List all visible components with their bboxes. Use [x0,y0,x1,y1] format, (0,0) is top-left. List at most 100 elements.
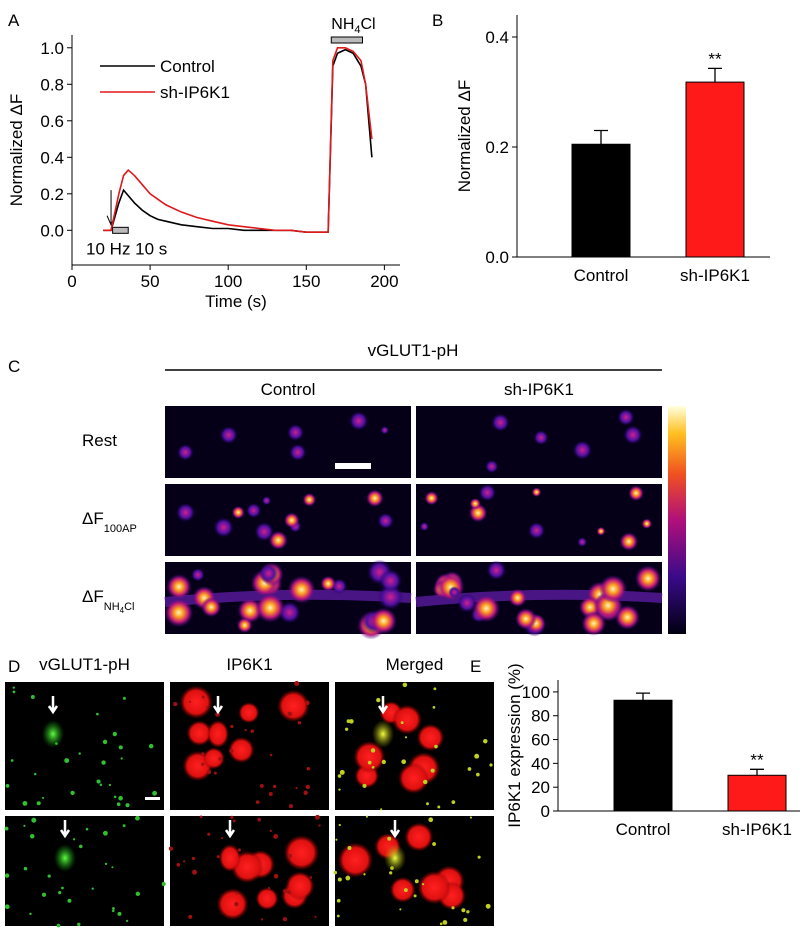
cell [238,702,260,724]
puncta [439,922,443,926]
punctum [166,573,192,600]
data-line [103,48,373,233]
punctum [289,443,307,461]
puncta [229,748,234,754]
puncta [112,731,118,737]
row-label-main: ΔF [82,509,104,528]
y-tick-label: 40 [531,754,550,773]
y-tick-label: 0.2 [40,185,64,204]
puncta [422,779,428,785]
puncta [126,919,129,923]
x-tick-label: Control [574,266,629,285]
puncta [333,870,338,875]
y-tick-label: 0.0 [40,221,64,240]
cell [337,842,374,878]
punctum [302,492,317,507]
cell [398,762,430,794]
x-tick-label: 150 [292,272,320,291]
puncta [474,753,480,759]
puncta [96,779,101,784]
puncta [10,759,14,762]
puncta [432,842,437,846]
puncta [476,772,480,777]
transfected-cell [384,844,406,872]
puncta [339,769,345,775]
puncta [73,838,76,841]
row-label: ΔF100AP [82,509,137,535]
puncta [250,729,255,733]
puncta [347,846,352,851]
column-label: IP6K1 [226,655,272,674]
x-tick-label: Control [616,820,671,839]
row-label-sub: Cl [124,601,134,613]
puncta [273,873,279,879]
punctum [283,512,300,529]
cell [179,685,213,719]
puncta [183,860,186,863]
punctum [572,440,592,460]
puncta [191,856,196,861]
puncta [314,915,317,918]
puncta [259,783,264,788]
micrograph [335,682,494,811]
puncta [91,887,94,890]
column-label: Control [261,380,316,399]
punctum [641,518,652,529]
punctum [164,598,194,628]
puncta [117,911,122,916]
punctum [478,484,496,502]
puncta [403,888,408,893]
error-bar [636,692,650,701]
punctum [469,498,481,510]
puncta [29,912,32,916]
y-tick-label: 0.0 [485,248,509,267]
puncta [432,705,436,709]
cell [228,736,255,764]
puncta [283,889,288,894]
puncta [41,796,45,799]
punctum [628,485,644,501]
puncta [371,765,375,769]
y-tick-label: 0.6 [40,112,64,131]
row-label-sub: NH [104,601,120,613]
data-line [103,46,373,233]
puncta [79,844,83,849]
puncta [235,891,239,895]
puncta [188,700,192,703]
puncta [268,791,273,796]
puncta [56,923,61,928]
puncta [4,826,9,831]
puncta [451,906,455,910]
puncta [111,866,114,869]
puncta [135,891,141,897]
stimulus-bar [112,226,129,234]
row-label-sub: 4 [120,606,125,615]
puncta [176,862,181,867]
puncta [345,875,351,881]
puncta [489,763,493,767]
significance: ** [750,750,764,769]
puncta [305,700,310,706]
transfected-cell [42,720,64,748]
treatment-bar [330,36,364,44]
puncta [205,705,208,709]
puncta [421,883,425,886]
x-tick-label: 200 [370,272,398,291]
punctum [349,411,369,431]
puncta [30,695,35,699]
puncta [294,680,300,686]
punctum [419,522,429,531]
puncta [34,772,37,776]
puncta [430,768,435,773]
puncta [362,783,367,788]
punctum [448,586,461,599]
arrow [212,696,224,715]
puncta [434,744,438,749]
puncta [173,701,178,707]
puncta [234,901,239,907]
colorbar [668,406,686,634]
puncta [483,738,488,744]
puncta [188,914,193,919]
puncta [199,815,203,819]
punctum [370,607,397,635]
